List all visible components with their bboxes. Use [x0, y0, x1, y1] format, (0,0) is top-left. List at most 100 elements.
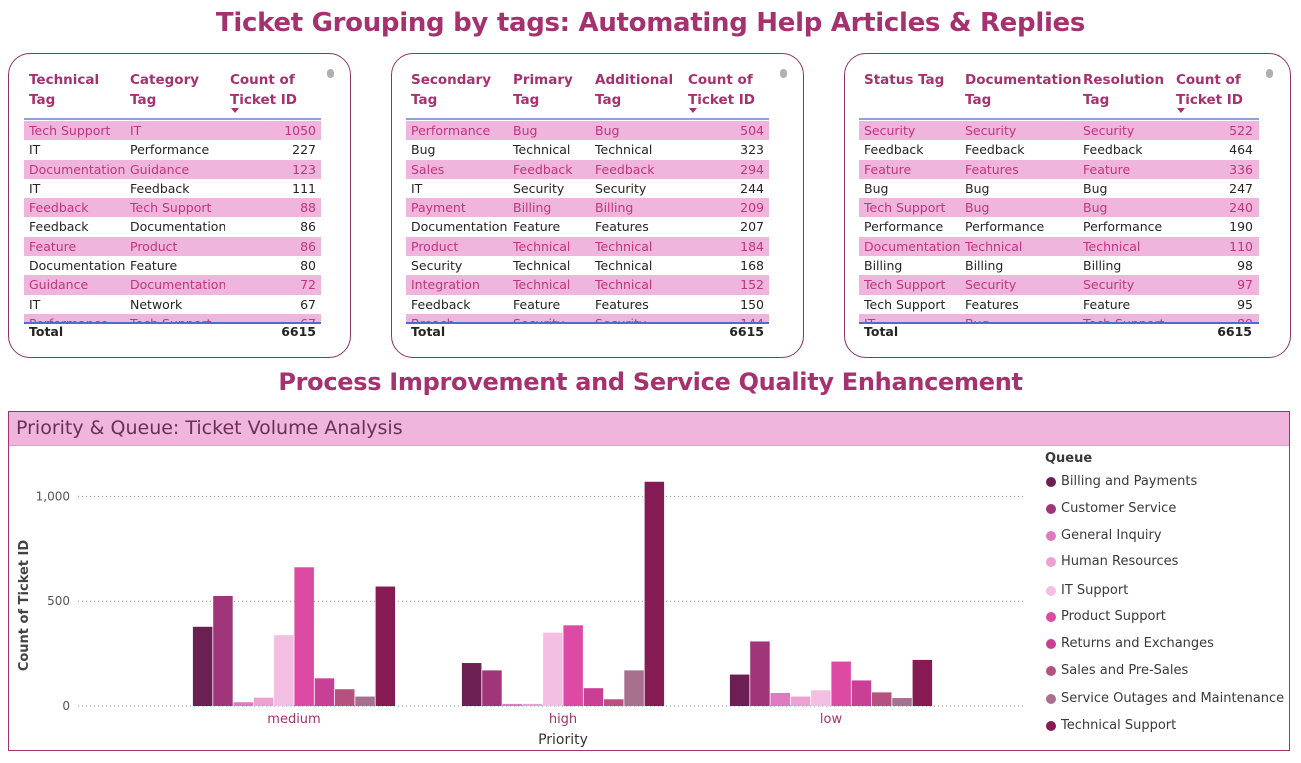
- table-row[interactable]: Feedback Tech Support 88: [24, 198, 321, 218]
- bar[interactable]: [644, 481, 665, 706]
- bar[interactable]: [294, 567, 314, 706]
- table-row[interactable]: Documentation Feature 80: [24, 256, 321, 275]
- table-row[interactable]: Performance Bug Bug 504: [406, 121, 769, 141]
- table-cell: Performance: [1083, 219, 1163, 235]
- bar[interactable]: [482, 670, 502, 706]
- total-value: 6615: [281, 324, 316, 339]
- bar[interactable]: [831, 661, 851, 706]
- sort-descending-icon[interactable]: [689, 108, 697, 113]
- bar[interactable]: [314, 678, 335, 706]
- column-header-documentation-tag[interactable]: Documentation Tag: [965, 72, 1082, 108]
- bar[interactable]: [502, 703, 523, 706]
- column-header-technical-tag[interactable]: Technical Tag: [29, 72, 100, 108]
- table-row[interactable]: Security Technical Technical 168: [406, 256, 769, 275]
- table-row[interactable]: IT Network 67: [24, 295, 321, 314]
- table-row[interactable]: Documentation Feature Features 207: [406, 217, 769, 236]
- column-header-additional-tag[interactable]: Additional Tag: [595, 72, 674, 108]
- column-header-category-tag[interactable]: Category Tag: [130, 72, 200, 108]
- bar[interactable]: [872, 692, 892, 706]
- bar[interactable]: [563, 625, 583, 706]
- table-cell: Product: [130, 238, 178, 254]
- bar[interactable]: [583, 688, 604, 706]
- bar[interactable]: [811, 690, 831, 706]
- table-cell: 97: [1237, 277, 1253, 293]
- table-row[interactable]: IT Security Security 244: [406, 179, 769, 198]
- table-row[interactable]: Integration Technical Technical 152: [406, 275, 769, 295]
- bar[interactable]: [892, 698, 912, 706]
- table-row[interactable]: Tech Support IT 1050: [24, 121, 321, 141]
- bar[interactable]: [729, 674, 750, 706]
- table-cell: Technical: [513, 277, 571, 293]
- bar[interactable]: [274, 635, 294, 706]
- table-cell: 72: [300, 277, 316, 293]
- table-cell: 67: [300, 296, 316, 312]
- table-cell: 184: [740, 238, 764, 254]
- bar[interactable]: [233, 702, 254, 706]
- table-row[interactable]: PerformanceTech Support 67: [24, 313, 321, 322]
- column-header-count[interactable]: Count of Ticket ID: [1176, 72, 1243, 108]
- sort-descending-icon[interactable]: [231, 108, 239, 113]
- table-row[interactable]: ITBugTech Support89: [859, 313, 1259, 322]
- bar[interactable]: [750, 641, 770, 706]
- scrollbar-handle[interactable]: [327, 69, 334, 78]
- table-cell: 227: [292, 142, 316, 158]
- bar[interactable]: [543, 632, 563, 706]
- bar[interactable]: [461, 663, 482, 706]
- scrollbar-handle[interactable]: [780, 69, 787, 78]
- header-divider: [859, 118, 1259, 120]
- table-row[interactable]: Security Security Security 522: [859, 121, 1259, 141]
- column-header-count[interactable]: Count of Ticket ID: [230, 72, 297, 108]
- column-header-count[interactable]: Count of Ticket ID: [688, 72, 755, 108]
- table-row[interactable]: Payment Billing Billing 209: [406, 198, 769, 218]
- table-row[interactable]: Tech Support Bug Bug 240: [859, 198, 1259, 218]
- scrollbar-handle[interactable]: [1266, 69, 1273, 78]
- table-row[interactable]: Tech Support Security Security 97: [859, 275, 1259, 295]
- table-row[interactable]: Feedback Feature Features 150: [406, 295, 769, 314]
- bar[interactable]: [790, 696, 811, 706]
- legend-marker-icon: [1046, 531, 1056, 541]
- bar[interactable]: [335, 689, 355, 706]
- bar[interactable]: [213, 595, 233, 706]
- table-row[interactable]: Bug Technical Technical 323: [406, 140, 769, 159]
- table-row[interactable]: Feature Product 86: [24, 236, 321, 257]
- table-row[interactable]: Sales Feedback Feedback 294: [406, 159, 769, 179]
- bar[interactable]: [522, 703, 543, 706]
- table-row[interactable]: Guidance Documentation 72: [24, 275, 321, 295]
- bar[interactable]: [851, 680, 872, 706]
- table-row[interactable]: Documentation Guidance 123: [24, 159, 321, 179]
- clustered-bar-chart[interactable]: 0 500 1,000 medium high low Priority Count of T…: [0, 420, 1040, 750]
- bar[interactable]: [770, 693, 791, 706]
- bar[interactable]: [253, 697, 274, 706]
- column-header-secondary-tag[interactable]: Secondary Tag: [411, 72, 491, 108]
- column-header-resolution-tag[interactable]: Resolution Tag: [1083, 72, 1165, 108]
- bar[interactable]: [355, 696, 375, 706]
- bar[interactable]: [624, 670, 644, 706]
- column-header-primary-tag[interactable]: Primary Tag: [513, 72, 573, 108]
- table-cell: IT: [29, 142, 41, 158]
- table-cell: Performance: [130, 142, 210, 158]
- sort-descending-icon[interactable]: [1177, 108, 1185, 113]
- table-cell: Documentation: [29, 258, 126, 274]
- table-row[interactable]: Product Technical Technical 184: [406, 236, 769, 257]
- bar[interactable]: [375, 586, 396, 706]
- table-row[interactable]: IT Performance 227: [24, 140, 321, 159]
- table-row[interactable]: BreachSecuritySecurity144: [406, 313, 769, 322]
- table-cell: 150: [740, 296, 764, 312]
- table-row[interactable]: Tech Support Features Feature 95: [859, 295, 1259, 314]
- bars: [192, 481, 933, 706]
- table-row[interactable]: Documentation Technical Technical 110: [859, 236, 1259, 257]
- bar[interactable]: [604, 699, 624, 706]
- column-header-status-tag[interactable]: Status Tag: [864, 72, 945, 88]
- table-row[interactable]: Feature Features Feature 336: [859, 159, 1259, 179]
- legend-marker-icon: [1046, 666, 1056, 676]
- bar[interactable]: [912, 659, 933, 706]
- table-cell: 247: [1229, 180, 1253, 196]
- status-documentation-table-card: Status Tag Documentation Tag Resolution …: [844, 53, 1291, 358]
- table-row[interactable]: Feedback Documentation 86: [24, 217, 321, 236]
- bar[interactable]: [192, 626, 213, 706]
- table-row[interactable]: Performance Performance Performance 190: [859, 217, 1259, 236]
- table-row[interactable]: Feedback Feedback Feedback 464: [859, 140, 1259, 159]
- table-row[interactable]: IT Feedback 111: [24, 179, 321, 198]
- table-row[interactable]: Billing Billing Billing 98: [859, 256, 1259, 275]
- table-row[interactable]: Bug Bug Bug 247: [859, 179, 1259, 198]
